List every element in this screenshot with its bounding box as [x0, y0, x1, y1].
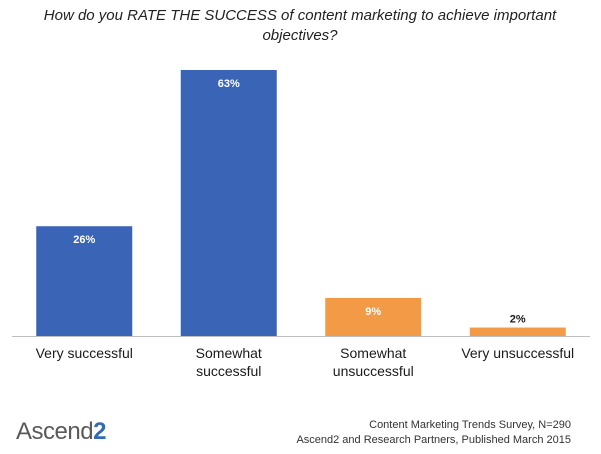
value-label: 9%: [365, 306, 381, 318]
logo-text: Ascend: [16, 418, 94, 445]
logo-suffix: 2: [93, 418, 106, 445]
bar-very-successful: [36, 226, 133, 336]
value-label: 2%: [510, 314, 526, 326]
value-label: 26%: [73, 234, 95, 246]
category-label: Very unsuccessful: [461, 345, 574, 361]
bar-somewhat-successful: [180, 70, 277, 336]
chart-title: How do you RATE THE SUCCESS of content m…: [43, 7, 557, 44]
source-line-1: Content Marketing Trends Survey, N=290: [369, 419, 571, 431]
source-note: Content Marketing Trends Survey, N=290 A…: [296, 418, 571, 448]
category-label: Somewhat: [196, 345, 262, 361]
bar-somewhat-unsuccessful: [325, 298, 422, 336]
value-label: 63%: [218, 78, 240, 90]
ascend2-logo: Ascend2: [16, 418, 106, 446]
category-label: Very successful: [36, 345, 133, 361]
source-line-2: Ascend2 and Research Partners, Published…: [296, 434, 571, 446]
bar-very-unsuccessful: [469, 327, 566, 336]
category-label: Somewhat: [340, 345, 406, 361]
category-label: unsuccessful: [333, 363, 414, 379]
category-label: successful: [196, 363, 261, 379]
